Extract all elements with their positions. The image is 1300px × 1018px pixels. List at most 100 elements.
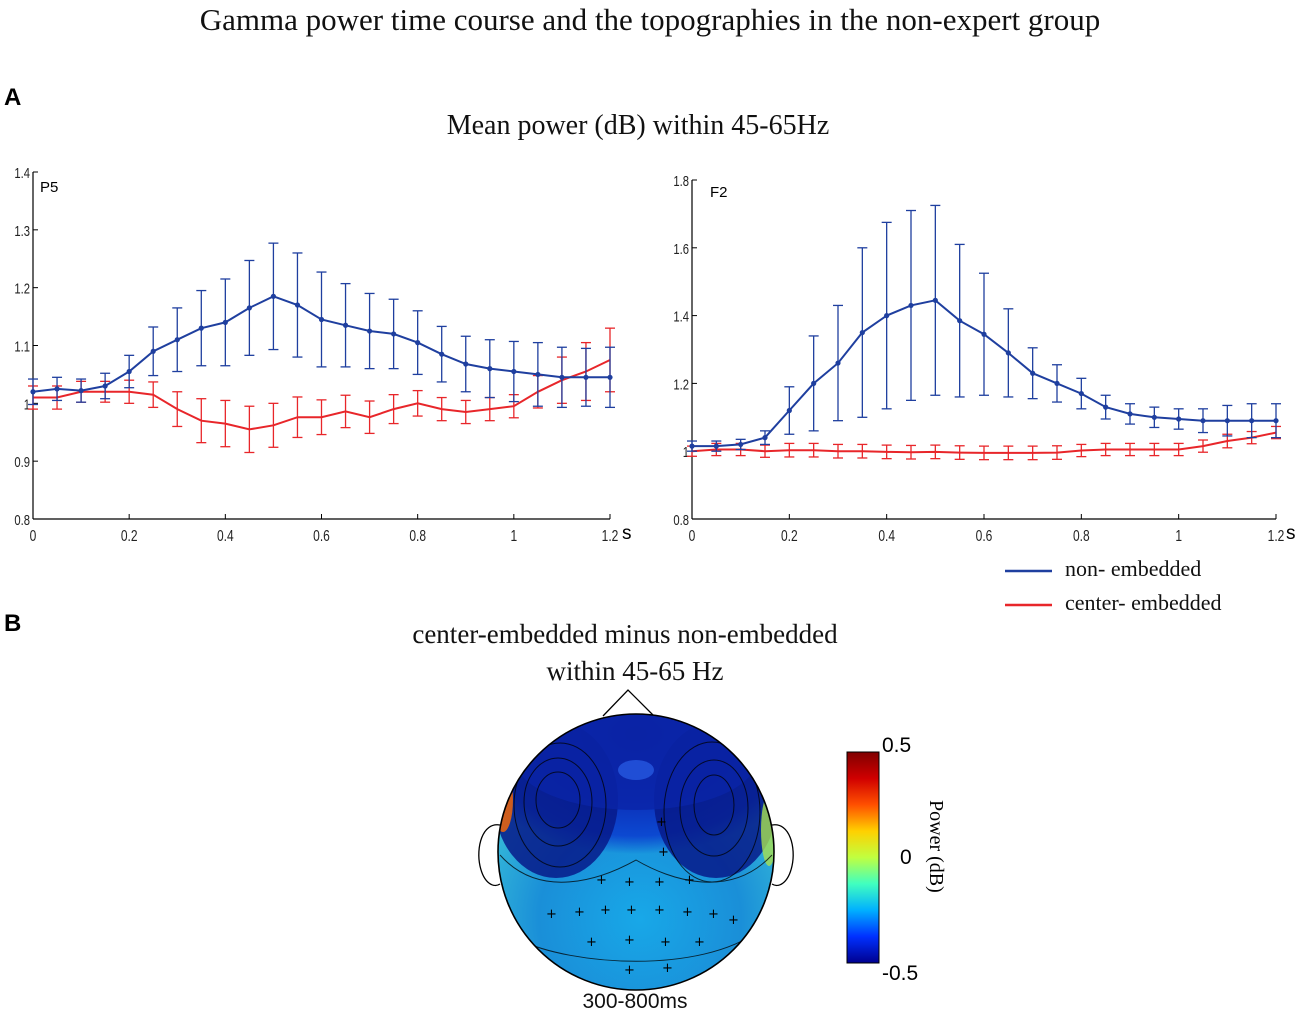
data-point-non-embedded (786, 407, 792, 414)
electrode-marker: + (600, 903, 611, 918)
colorbar: 0.5 0 -0.5 Power (dB) (846, 734, 947, 985)
contour-low (519, 929, 761, 962)
x-tick-label: 0.6 (976, 526, 993, 544)
topo-field: + + + + + + + + + + + + + + + + + + + + (498, 714, 774, 990)
y-tick-label: 0.9 (14, 454, 30, 471)
electrode-marker: + (662, 961, 673, 976)
chart-p5-title: P5 (40, 179, 58, 196)
y-tick-label: 1.1 (14, 338, 30, 355)
topography-map: + + + + + + + + + + + + + + + + + + + + (478, 689, 794, 991)
colorbar-bar (846, 751, 880, 964)
x-tick-label: 0.4 (217, 526, 234, 544)
data-point-non-embedded (150, 348, 156, 354)
x-tick-label: 0.8 (1073, 526, 1090, 544)
chart-f2-series (687, 204, 1281, 461)
data-point-non-embedded (932, 297, 938, 303)
data-point-non-embedded (366, 328, 373, 334)
data-point-non-embedded (463, 361, 469, 367)
chart-f2: 0.8 1 1.2 1.4 1.6 1.8 0 0.2 0.4 0.6 0.8 1 1.2 F2 s (673, 172, 1295, 544)
chart-p5: 0.8 0.9 1 1.1 1.2 1.3 1.4 0 0.2 0.4 0.6 0.8 1 1.2 P5… (14, 164, 631, 544)
panel-a-title: Mean power (dB) within 45-65Hz (446, 110, 830, 141)
data-point-non-embedded (1078, 390, 1084, 397)
topo-time-window: 300-800ms (582, 990, 688, 1013)
data-point-non-embedded (835, 360, 841, 366)
colorbar-title: Power (dB) (925, 800, 947, 893)
electrode-marker: + (624, 963, 635, 978)
data-point-non-embedded (511, 368, 517, 375)
electrode-marker: + (684, 873, 695, 888)
topo-electrodes: + + + + + + + + + + + + + + + + + + + + (546, 815, 739, 978)
electrode-marker: + (626, 903, 637, 918)
chart-f2-y-ticks: 0.8 1 1.2 1.4 1.6 1.8 (673, 172, 697, 528)
data-point-non-embedded (30, 389, 36, 395)
data-point-non-embedded (762, 435, 768, 441)
electrode-marker: + (694, 935, 705, 950)
chart-p5-xlabel: s (622, 523, 632, 544)
topo-contours (499, 741, 773, 962)
electrode-marker: + (708, 907, 719, 922)
electrode-marker: + (596, 873, 607, 888)
contour-right-1 (693, 774, 735, 836)
colorbar-mid-label: 0 (900, 846, 912, 869)
chart-p5-y-ticks: 0.8 0.9 1 1.1 1.2 1.3 1.4 (14, 164, 38, 528)
data-point-non-embedded (439, 351, 445, 357)
topo-head-outline (497, 713, 775, 991)
topo-right-ear (771, 824, 794, 887)
data-point-non-embedded (1273, 418, 1279, 424)
legend-label-center-embedded: center- embedded (1065, 590, 1222, 615)
panel-a-label: A (4, 84, 22, 111)
data-point-non-embedded (78, 388, 84, 394)
x-tick-label: 0 (30, 526, 37, 544)
contour-left-3 (513, 742, 607, 868)
electrode-marker: + (728, 913, 739, 928)
data-point-non-embedded (811, 380, 817, 386)
data-point-non-embedded (1151, 414, 1157, 420)
panel-b-label: B (4, 610, 22, 637)
x-tick-label: 0.8 (409, 526, 426, 544)
legend-label-non-embedded: non- embedded (1065, 556, 1201, 581)
x-tick-label: 0.2 (781, 526, 798, 544)
data-point-non-embedded (54, 386, 60, 392)
data-point-non-embedded (1176, 416, 1182, 422)
contour-left-2 (523, 757, 593, 847)
data-point-non-embedded (126, 368, 132, 375)
data-point-non-embedded (1005, 350, 1011, 356)
chart-f2-xlabel: s (1286, 523, 1296, 544)
x-tick-label: 1 (510, 526, 517, 544)
electrode-marker: + (574, 905, 585, 920)
contour-right-2 (679, 759, 749, 857)
data-point-non-embedded (318, 316, 325, 323)
topo-title-line2: within 45-65 Hz (546, 656, 724, 686)
x-tick-label: 0.2 (121, 526, 138, 544)
data-point-non-embedded (294, 302, 301, 308)
data-point-non-embedded (981, 331, 987, 337)
y-tick-label: 0.8 (14, 511, 30, 528)
data-point-non-embedded (198, 325, 204, 331)
data-point-non-embedded (884, 313, 890, 319)
electrode-marker: + (546, 907, 557, 922)
data-point-non-embedded (1200, 418, 1206, 424)
chart-p5-x-ticks: 0 0.2 0.4 0.6 0.8 1 1.2 (30, 514, 618, 544)
electrode-marker: + (654, 875, 665, 890)
series-line-center-embedded (691, 431, 1277, 454)
data-point-non-embedded (607, 374, 613, 380)
data-point-non-embedded (270, 293, 277, 299)
electrode-marker: + (624, 933, 635, 948)
topo-frontal-spot (618, 760, 654, 780)
contour-left-1 (535, 771, 581, 829)
electrode-marker: + (624, 875, 635, 890)
data-point-non-embedded (957, 318, 963, 324)
x-tick-label: 1 (1175, 526, 1182, 544)
data-point-non-embedded (222, 319, 228, 325)
electrode-marker: + (660, 935, 671, 950)
y-tick-label: 1.2 (14, 280, 30, 297)
x-tick-label: 0.4 (878, 526, 895, 544)
data-point-non-embedded (559, 374, 565, 380)
data-point-non-embedded (859, 329, 865, 336)
electrode-marker: + (658, 845, 669, 860)
y-tick-label: 1.6 (673, 240, 689, 257)
y-tick-label: 1.4 (14, 164, 30, 181)
data-point-non-embedded (174, 337, 180, 343)
electrode-marker: + (654, 903, 665, 918)
data-point-non-embedded (342, 322, 349, 328)
